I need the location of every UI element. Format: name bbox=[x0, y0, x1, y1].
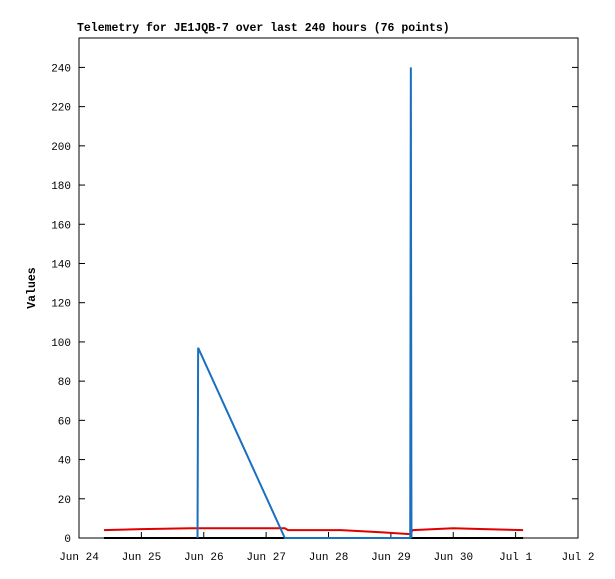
y-tick-label: 120 bbox=[51, 299, 71, 311]
x-tick-label: Jun 29 bbox=[371, 552, 411, 564]
y-tick-label: 220 bbox=[51, 103, 71, 115]
y-tick-label: 20 bbox=[58, 495, 71, 507]
y-tick-label: 80 bbox=[58, 377, 71, 389]
x-tick-label: Jun 25 bbox=[122, 552, 162, 564]
y-tick-label: 40 bbox=[58, 456, 71, 468]
y-tick-label: 180 bbox=[51, 181, 71, 193]
x-tick-label: Jun 24 bbox=[59, 552, 99, 564]
x-tick-label: Jun 26 bbox=[184, 552, 224, 564]
data-line bbox=[103, 527, 524, 536]
data-line bbox=[196, 67, 413, 539]
x-tick-label: Jun 27 bbox=[246, 552, 286, 564]
y-axis-label: Values bbox=[26, 267, 39, 309]
y-tick-label: 240 bbox=[51, 63, 71, 75]
y-tick-label: 60 bbox=[58, 416, 71, 428]
y-tick-label: 160 bbox=[51, 220, 71, 232]
y-tick-label: 100 bbox=[51, 338, 71, 350]
plot-frame bbox=[78, 37, 579, 539]
y-tick-label: 0 bbox=[64, 534, 71, 546]
x-tick-label: Jul 2 bbox=[561, 552, 594, 564]
x-tick-label: Jul 1 bbox=[499, 552, 532, 564]
x-tick-label: Jun 30 bbox=[433, 552, 473, 564]
y-tick-label: 140 bbox=[51, 259, 71, 271]
chart-title: Telemetry for JE1JQB-7 over last 240 hou… bbox=[77, 22, 450, 35]
x-tick-label: Jun 28 bbox=[309, 552, 349, 564]
y-tick-label: 200 bbox=[51, 142, 71, 154]
